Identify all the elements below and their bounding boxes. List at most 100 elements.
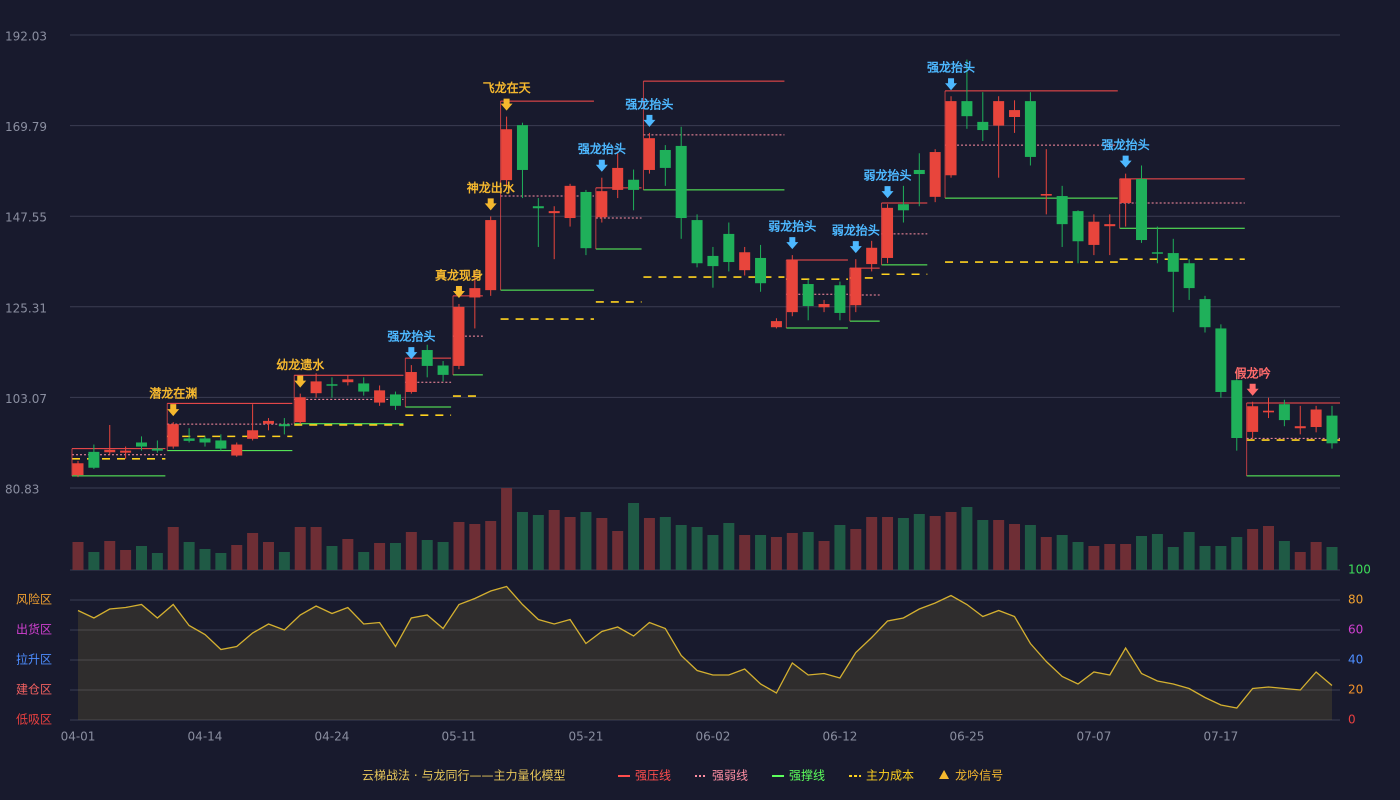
candle-body [659,150,671,168]
x-tick-label: 07-17 [1203,730,1238,744]
signal-arrow [786,237,799,250]
candle-body [818,303,830,308]
volume-bar [1072,542,1084,570]
volume-bar [374,543,386,570]
candle-body [88,451,100,468]
volume-bar [262,542,274,570]
volume-bar [929,516,941,570]
volume-bar [421,540,433,570]
candle-body [755,257,767,284]
candle-body [897,204,909,211]
volume-bar [294,527,306,570]
signal-label: 强龙抬头 [1102,137,1150,152]
candle-body [1072,211,1084,242]
signal-label: 强龙抬头 [625,96,673,111]
candle-body [215,440,227,449]
candle-body [1326,415,1338,444]
indicator-tick-label: 0 [1348,713,1356,727]
signal-label: 弱龙抬头 [832,223,880,238]
volume-bar [231,545,243,570]
volume-bar [437,542,449,570]
signal-arrow [294,375,307,388]
candle-body [596,191,608,218]
y-tick-label: 192.03 [5,30,47,44]
candle-body [183,438,195,441]
volume-bar [1263,526,1275,570]
candle-body [1183,263,1195,289]
candle-body [389,394,401,406]
candle-body [120,450,132,453]
candle-body [247,430,259,439]
candle-body [691,220,703,264]
candle-body [1310,409,1322,428]
candle-body [675,145,687,219]
candle-body [485,220,497,291]
volume-bar [1120,544,1132,570]
candle-body [231,444,243,456]
candle-body [1040,193,1052,196]
legend-label: 龙吟信号 [955,768,1003,783]
candle-body [374,390,386,403]
candle-body [548,211,560,214]
volume-bar [802,532,814,570]
volume-bar [643,518,655,570]
volume-bar [1326,547,1338,570]
volume-bar [104,541,116,570]
candle-body [278,424,290,427]
volume-bar [612,531,624,570]
volume-bar [1231,537,1243,570]
indicator-tick-label: 80 [1348,593,1363,607]
signal-arrow [595,159,608,172]
candle-body [326,384,338,386]
candle-body [310,381,322,394]
volume-bar [199,549,211,570]
legend-label: 强撑线 [789,768,825,783]
candle-body [802,284,814,307]
volume-bar [580,512,592,570]
legend-label: 强压线 [635,769,671,783]
y-tick-label: 147.55 [5,211,47,225]
x-tick-label: 04-24 [315,730,350,744]
candle-body [262,420,274,424]
y-tick-label: 125.31 [5,301,47,315]
indicator-line [77,585,1333,709]
zone-label: 出货区 [16,622,52,637]
candle-body [707,255,719,267]
y-tick-label: 169.79 [5,120,47,134]
candle-body [1247,406,1259,432]
volume-bar [151,553,163,570]
signal-label: 弱龙抬头 [864,168,912,183]
candle-body [501,129,513,181]
candle-body [342,379,354,383]
candle-body [1231,380,1243,439]
candle-body [564,185,576,219]
volume-bar [167,527,179,570]
volume-bar [755,535,767,570]
candle-body [151,448,163,451]
volume-bar [120,550,132,570]
y-tick-label: 80.83 [5,483,39,497]
volume-bar [1056,535,1068,570]
volume-bar [1247,529,1259,570]
signal-label: 假龙吟 [1235,365,1271,380]
volume-bar [548,510,560,570]
volume-bar [945,512,957,570]
signal-label: 飞龙在天 [483,80,532,95]
candle-body [1151,252,1163,254]
candle-body [135,442,147,447]
volume-bar [88,552,100,570]
volume-bar [516,512,528,570]
x-tick-label: 06-25 [949,730,984,744]
candle-body [1167,253,1179,272]
volume-bar [723,523,735,570]
signal-label: 强龙抬头 [578,141,626,156]
candle-body [786,259,798,313]
volume-bar [326,546,338,570]
candle-body [739,252,751,271]
indicator-tick-label: 20 [1348,683,1363,697]
volume-bar [770,537,782,570]
volume-bar [1183,532,1195,570]
legend-label: 主力成本 [866,769,914,783]
